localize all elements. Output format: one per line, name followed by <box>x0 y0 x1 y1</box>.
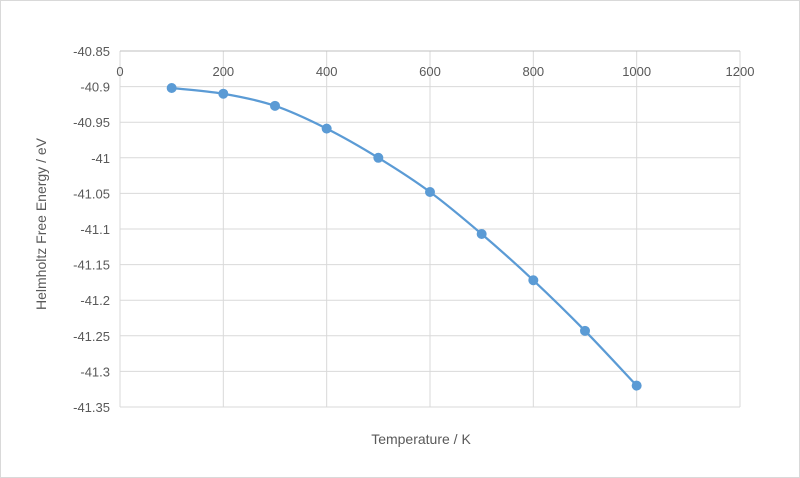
data-point <box>373 152 384 163</box>
y-axis-title: Helmholtz Free Energy / eV <box>33 137 49 310</box>
series-line <box>171 86 638 387</box>
x-tick-label: 800 <box>522 64 544 79</box>
data-point <box>218 88 229 99</box>
y-tick-label: -41 <box>91 151 110 166</box>
y-tick-label: -40.9 <box>80 80 110 95</box>
x-tick-label: 400 <box>316 64 338 79</box>
data-point <box>166 83 177 94</box>
x-tick-label: 200 <box>212 64 234 79</box>
y-tick-label: -41.2 <box>80 293 110 308</box>
x-tick-label: 1000 <box>622 64 651 79</box>
data-point <box>321 123 332 134</box>
data-point <box>528 275 539 286</box>
x-tick-label: 1200 <box>726 64 755 79</box>
x-axis-title: Temperature / K <box>371 431 471 447</box>
tick-labels: 0 200 400 600 800 1000 1200 -40.85 -40.9 -40.95 -4… <box>73 44 754 415</box>
data-point <box>476 228 487 239</box>
y-tick-label: -41.3 <box>80 364 110 379</box>
data-series <box>166 83 642 391</box>
x-tick-label: 600 <box>419 64 441 79</box>
gridlines <box>119 50 741 408</box>
y-tick-label: -41.15 <box>73 258 110 273</box>
y-tick-label: -40.85 <box>73 44 110 59</box>
y-tick-label: -41.05 <box>73 186 110 201</box>
y-tick-label: -40.95 <box>73 115 110 130</box>
y-tick-label: -41.1 <box>80 222 110 237</box>
x-tick-label: 0 <box>116 64 123 79</box>
y-tick-label: -41.25 <box>73 329 110 344</box>
data-point <box>631 380 642 391</box>
data-point <box>270 100 280 111</box>
y-tick-label: -41.35 <box>73 400 110 415</box>
data-point <box>580 325 590 336</box>
data-point <box>425 186 435 197</box>
